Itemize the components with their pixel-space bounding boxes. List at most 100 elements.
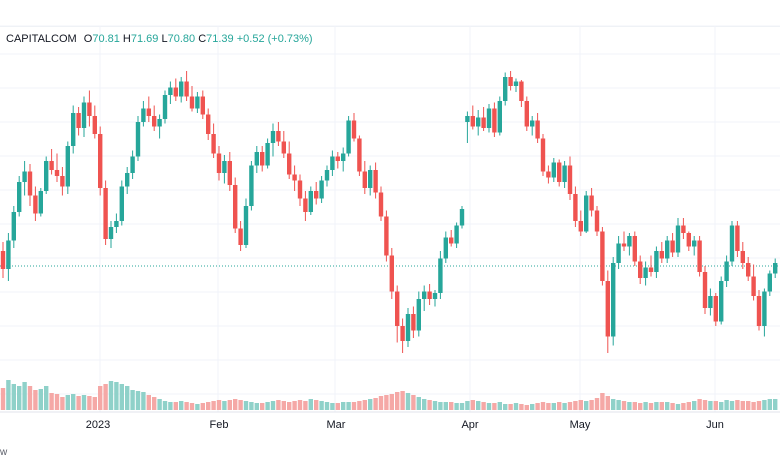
candle-body [130,156,135,173]
volume-bar [557,402,562,410]
volume-bar [335,403,340,410]
volume-bar [627,402,632,410]
candle-body [324,170,330,181]
x-tick-label: Jun [706,419,724,431]
volume-bar [670,403,675,410]
candle-body [168,87,173,95]
volume-bar [222,401,227,410]
candle-body [465,116,470,122]
candle-body [773,263,778,274]
volume-bar [513,403,519,410]
volume-bar [486,403,492,410]
volume-bar [281,401,286,410]
candle-body [648,267,654,272]
candle-body [632,236,637,262]
candle-body [0,251,6,269]
candle-body [621,243,627,247]
volume-bar [465,401,470,410]
candle-body [119,186,124,221]
volume-bar [411,395,416,410]
low-value: 70.80 [167,33,196,45]
candle-body [76,113,81,128]
volume-bar [362,400,367,410]
volume-bar [665,402,670,410]
candle-body [416,299,421,331]
volume-bar [81,395,87,410]
volume-bar [238,400,243,410]
volume-bar [422,399,427,410]
candle-body [87,102,92,116]
candle-body [281,141,286,154]
volume-bar [206,402,211,410]
candle-body [540,138,546,172]
volume-bar [168,402,173,410]
volume-bar [141,392,146,410]
candle-body [60,176,65,187]
candle-body [513,81,519,86]
volume-bar [287,402,292,410]
candle-body [184,81,189,97]
volume-bar [98,386,103,410]
volume-bar [319,401,324,410]
candle-body [551,162,556,178]
candle-body [573,194,578,221]
candle-body [719,281,724,322]
volume-bar [443,402,448,410]
candle-body [686,233,691,247]
candle-body [211,134,216,154]
candle-body [638,261,643,278]
volume-bar [71,394,76,410]
volume-bar [535,403,540,410]
volume-bar [76,396,81,410]
candle-body [11,212,16,241]
volume-bar [724,400,729,410]
volume-bar [476,401,481,410]
volume-bar [314,400,319,410]
candle-body [81,102,87,128]
volume-bar [686,402,691,410]
volume-bar [432,401,438,410]
volume-bar [119,384,124,410]
volume-bar [735,400,740,410]
volume-bar [54,394,60,410]
candle-body [319,180,324,199]
volume-bar [395,392,400,410]
candle-body [368,170,373,188]
open-label: O [83,33,93,45]
candle-body [438,258,443,293]
candle-body [303,198,308,212]
x-tick-label: Apr [461,419,478,431]
candle-body [260,152,265,166]
volume-bar [492,403,497,410]
symbol-label[interactable]: CAPITALCOM [6,33,77,45]
volume-bar [762,400,767,410]
volume-bar [751,402,756,410]
volume-bar [297,400,303,410]
volume-bar [157,399,162,410]
volume-bar [114,382,119,410]
candle-body [206,114,211,134]
candle-body [22,171,27,182]
volume-bar [346,402,351,410]
high-value: 71.69 [130,33,159,45]
volume-bar [713,401,718,410]
volume-bar [87,396,92,410]
candle-body [481,117,486,128]
volume-bar [103,384,108,410]
high-label: H [122,33,131,45]
candle-body [114,221,119,227]
candle-body [152,116,157,127]
candle-body [675,225,681,253]
change-percent: (+0.73%) [267,33,313,45]
candle-body [767,273,772,292]
candle-body [146,108,151,116]
volume-bar [330,403,335,410]
x-tick-label: Feb [210,419,229,431]
volume-bar [449,402,454,410]
candle-body [740,251,745,263]
candle-body [530,120,535,127]
volume-bar [308,399,313,410]
volume-bar [540,402,546,410]
candle-body [422,291,427,299]
